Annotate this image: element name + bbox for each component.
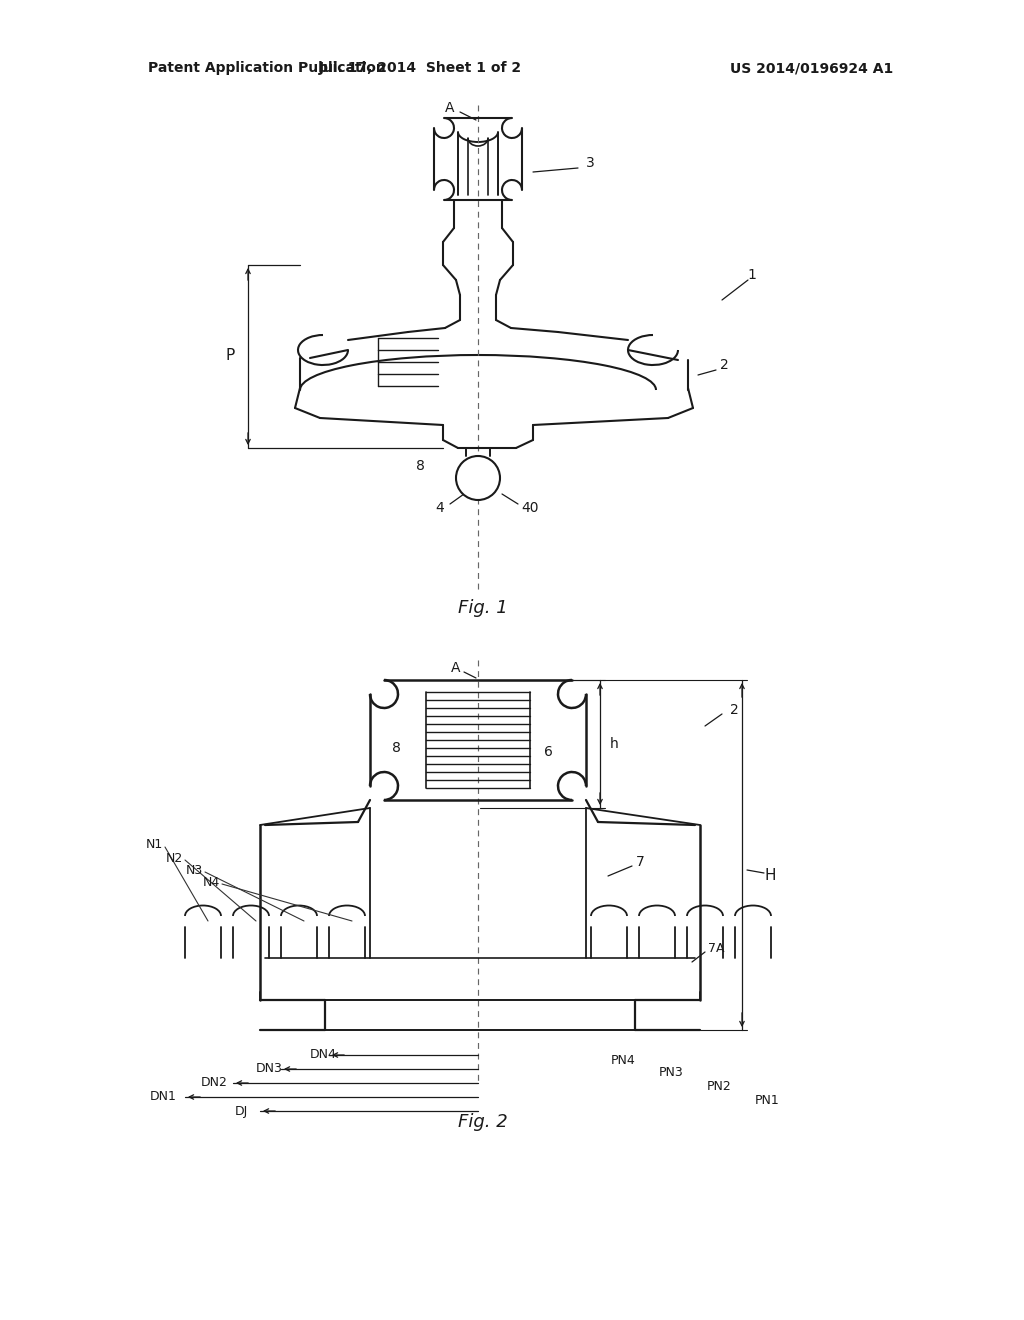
Text: 6: 6	[544, 744, 552, 759]
Text: 4: 4	[435, 502, 444, 515]
Text: H: H	[764, 867, 776, 883]
Text: DN1: DN1	[151, 1090, 177, 1104]
Text: 8: 8	[416, 459, 424, 473]
Text: N2: N2	[166, 851, 183, 865]
Text: N1: N1	[145, 838, 163, 851]
Text: 7A: 7A	[708, 941, 725, 954]
Text: PN3: PN3	[659, 1067, 684, 1080]
Text: 7: 7	[636, 855, 644, 869]
Text: DN4: DN4	[310, 1048, 337, 1061]
Text: PN2: PN2	[707, 1081, 732, 1093]
Text: US 2014/0196924 A1: US 2014/0196924 A1	[730, 61, 893, 75]
Text: DJ: DJ	[234, 1105, 248, 1118]
Circle shape	[456, 455, 500, 500]
Text: Jul. 17, 2014  Sheet 1 of 2: Jul. 17, 2014 Sheet 1 of 2	[318, 61, 521, 75]
Text: N3: N3	[185, 863, 203, 876]
Text: Fig. 1: Fig. 1	[458, 599, 508, 616]
Text: A: A	[445, 102, 455, 115]
Text: 2: 2	[730, 704, 738, 717]
Text: P: P	[225, 348, 234, 363]
Text: Patent Application Publication: Patent Application Publication	[148, 61, 386, 75]
Text: PN4: PN4	[611, 1053, 636, 1067]
Text: N4: N4	[203, 875, 220, 888]
Text: 8: 8	[391, 741, 400, 755]
Text: h: h	[609, 737, 618, 751]
Text: Fig. 2: Fig. 2	[458, 1113, 508, 1131]
Text: 2: 2	[720, 358, 728, 372]
Text: DN3: DN3	[256, 1063, 283, 1076]
Text: 1: 1	[748, 268, 757, 282]
Text: PN1: PN1	[755, 1094, 779, 1107]
Text: DN2: DN2	[201, 1077, 228, 1089]
Text: 3: 3	[586, 156, 594, 170]
Text: 40: 40	[521, 502, 539, 515]
Text: A: A	[452, 661, 461, 675]
